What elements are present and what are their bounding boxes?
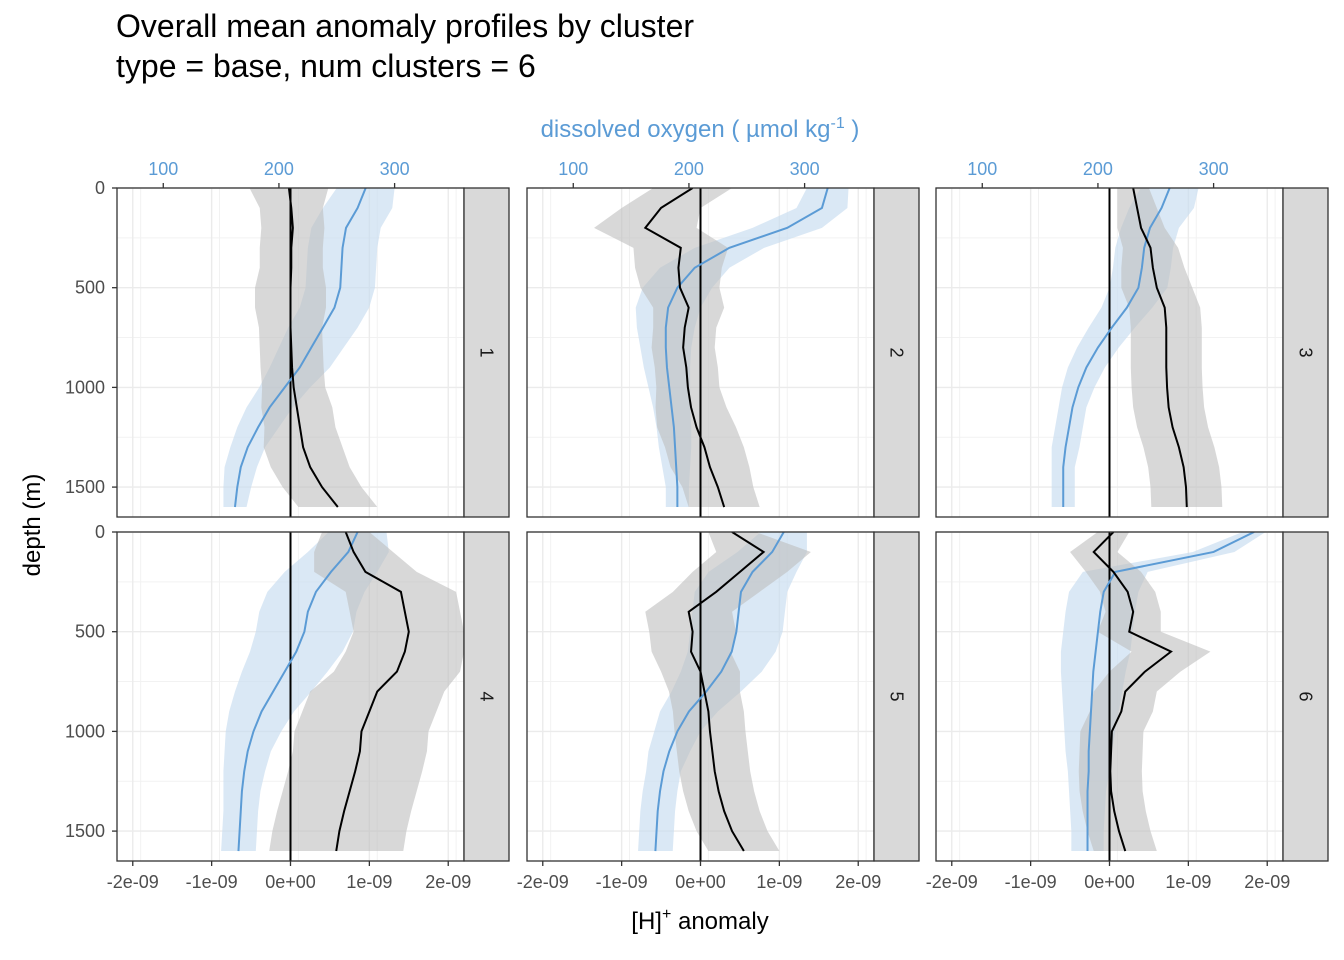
top-tick-label: 100: [148, 159, 178, 179]
oxygen-mean-line: [233, 188, 367, 508]
top-tick-label: 200: [674, 159, 704, 179]
oxygen-mean-line: [1086, 532, 1255, 852]
top-axis-title: dissolved oxygen ( µmol kg-1 ): [541, 115, 860, 143]
x-tick-label: -1e-09: [596, 872, 648, 892]
x-tick-label: 1e-09: [346, 872, 392, 892]
panel-plot-area: [223, 188, 395, 517]
y-tick-label: 500: [75, 278, 105, 298]
h-anomaly-ribbon: [269, 532, 464, 852]
facet-strip: [1282, 187, 1329, 518]
h-anomaly-ribbon: [645, 532, 811, 852]
x-tick-label: 2e-09: [835, 872, 881, 892]
top-tick-label: 100: [967, 159, 997, 179]
top-tick-label: 300: [380, 159, 410, 179]
h-anomaly-ribbon: [1070, 532, 1211, 852]
h-anomaly-ribbon: [249, 188, 378, 508]
h-anomaly-mean-line: [687, 532, 766, 852]
y-tick-label: 1500: [65, 477, 105, 497]
facet-strip: [873, 531, 920, 862]
chart-subtitle: type = base, num clusters = 6: [116, 48, 536, 84]
panel-plot-area: [594, 188, 849, 517]
chart-title: Overall mean anomaly profiles by cluster: [116, 8, 695, 44]
oxygen-ribbon: [221, 532, 389, 852]
facet-strip: [1282, 531, 1329, 862]
oxygen-mean-line: [1062, 188, 1171, 508]
facet-strip-label: 3: [1296, 347, 1316, 357]
oxygen-mean-line: [654, 532, 785, 852]
y-tick-label: 1000: [65, 721, 105, 741]
facet-strip-label: 2: [887, 347, 907, 357]
x-tick-label: -2e-09: [107, 872, 159, 892]
facet-strip-label: 5: [887, 691, 907, 701]
x-tick-label: -1e-09: [186, 872, 238, 892]
top-tick-label: 200: [264, 159, 294, 179]
x-tick-label: 1e-09: [756, 872, 802, 892]
y-tick-label: 0: [95, 178, 105, 198]
facet-strip-label: 1: [477, 347, 497, 357]
panel-plot-area: [221, 532, 464, 861]
top-tick-label: 200: [1083, 159, 1113, 179]
x-tick-label: 0e+00: [1084, 872, 1135, 892]
x-tick-label: 0e+00: [265, 872, 316, 892]
x-tick-label: 0e+00: [675, 872, 726, 892]
facet-strip: [873, 187, 920, 518]
x-tick-label: -1e-09: [1005, 872, 1057, 892]
facet-strip: [463, 531, 510, 862]
y-tick-label: 500: [75, 622, 105, 642]
y-tick-label: 0: [95, 522, 105, 542]
h-anomaly-ribbon: [594, 188, 760, 508]
h-anomaly-mean-line: [1092, 532, 1173, 852]
facet-strip-label: 4: [477, 691, 497, 701]
oxygen-mean-line: [664, 188, 829, 508]
h-anomaly-mean-line: [287, 188, 339, 508]
top-tick-label: 300: [790, 159, 820, 179]
top-tick-label: 300: [1199, 159, 1229, 179]
panel-plot-area: [638, 532, 811, 861]
x-tick-label: 2e-09: [425, 872, 471, 892]
panel-plot-area: [1051, 188, 1223, 517]
h-anomaly-mean-line: [335, 532, 410, 852]
top-tick-label: 100: [558, 159, 588, 179]
y-axis-title: depth (m): [19, 474, 46, 577]
facet-strip: [463, 187, 510, 518]
x-tick-label: -2e-09: [517, 872, 569, 892]
x-tick-label: 1e-09: [1165, 872, 1211, 892]
h-anomaly-mean-line: [643, 188, 726, 508]
y-tick-label: 1500: [65, 821, 105, 841]
x-axis-title: [H]+ anomaly: [631, 906, 768, 935]
oxygen-mean-line: [237, 532, 359, 852]
panel-plot-area: [1060, 532, 1266, 861]
h-anomaly-ribbon: [1117, 188, 1223, 508]
x-tick-label: 2e-09: [1244, 872, 1290, 892]
h-anomaly-mean-line: [1132, 188, 1188, 508]
facet-strip-label: 6: [1296, 691, 1316, 701]
x-tick-label: -2e-09: [926, 872, 978, 892]
y-tick-label: 1000: [65, 377, 105, 397]
